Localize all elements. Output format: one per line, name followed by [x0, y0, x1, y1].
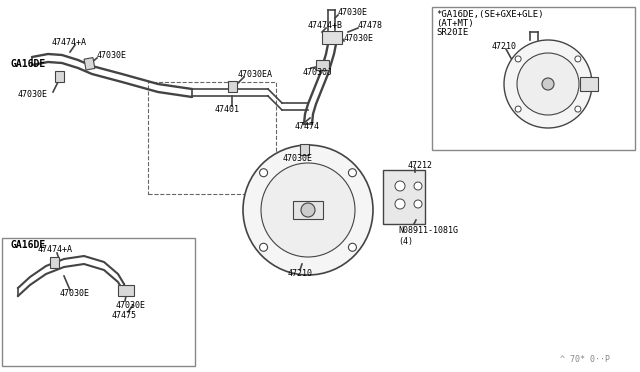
Bar	[300, 144, 309, 155]
Circle shape	[348, 243, 356, 251]
Text: 47030E: 47030E	[60, 289, 90, 298]
Circle shape	[260, 243, 268, 251]
Text: 47030E: 47030E	[283, 154, 313, 163]
Text: 47030E: 47030E	[97, 51, 127, 60]
Text: 47030E: 47030E	[18, 90, 48, 99]
Circle shape	[575, 56, 581, 62]
Text: GA16DE: GA16DE	[10, 59, 45, 69]
Text: 47212: 47212	[408, 160, 433, 170]
Circle shape	[517, 53, 579, 115]
Bar	[84, 58, 95, 70]
Text: 47030E: 47030E	[116, 301, 146, 310]
Text: 47478: 47478	[358, 20, 383, 29]
Bar	[118, 285, 134, 296]
Circle shape	[260, 169, 268, 177]
Text: 47474+A: 47474+A	[38, 246, 73, 254]
Bar	[322, 31, 342, 44]
Text: 47210: 47210	[492, 42, 517, 51]
Text: 47401: 47401	[215, 105, 240, 113]
Text: 47474: 47474	[295, 122, 320, 131]
Circle shape	[515, 56, 521, 62]
Text: GA16DE: GA16DE	[10, 240, 45, 250]
Bar	[228, 81, 237, 92]
Circle shape	[395, 199, 405, 209]
Circle shape	[395, 181, 405, 191]
Text: (AT+MT): (AT+MT)	[436, 19, 474, 28]
Circle shape	[414, 200, 422, 208]
Bar	[316, 60, 329, 70]
Text: ^ 70* 0··P: ^ 70* 0··P	[560, 356, 610, 365]
Circle shape	[261, 163, 355, 257]
Text: 47474+B: 47474+B	[308, 20, 343, 29]
Circle shape	[348, 169, 356, 177]
Text: 47030EA: 47030EA	[238, 70, 273, 78]
Text: 47210: 47210	[288, 269, 313, 278]
Circle shape	[243, 145, 373, 275]
Circle shape	[542, 78, 554, 90]
Circle shape	[414, 182, 422, 190]
Circle shape	[575, 106, 581, 112]
Circle shape	[301, 203, 315, 217]
Bar	[432, 7, 635, 150]
Circle shape	[504, 40, 592, 128]
FancyBboxPatch shape	[383, 170, 425, 224]
Bar	[293, 201, 323, 219]
Text: 47474+A: 47474+A	[52, 38, 87, 46]
Circle shape	[515, 106, 521, 112]
Bar	[55, 71, 64, 82]
Text: 47030E: 47030E	[338, 7, 368, 16]
Bar	[2, 238, 195, 366]
Bar	[580, 77, 598, 91]
Text: SR20IE: SR20IE	[436, 28, 468, 36]
Text: *GA16DE,(SE+GXE+GLE): *GA16DE,(SE+GXE+GLE)	[436, 10, 543, 19]
Text: 47030E: 47030E	[344, 33, 374, 42]
Text: 47475: 47475	[112, 311, 137, 320]
Bar	[50, 257, 59, 268]
Bar	[148, 82, 276, 194]
Text: N08911-1081G
(4): N08911-1081G (4)	[398, 226, 458, 246]
Text: 47030J: 47030J	[303, 67, 333, 77]
